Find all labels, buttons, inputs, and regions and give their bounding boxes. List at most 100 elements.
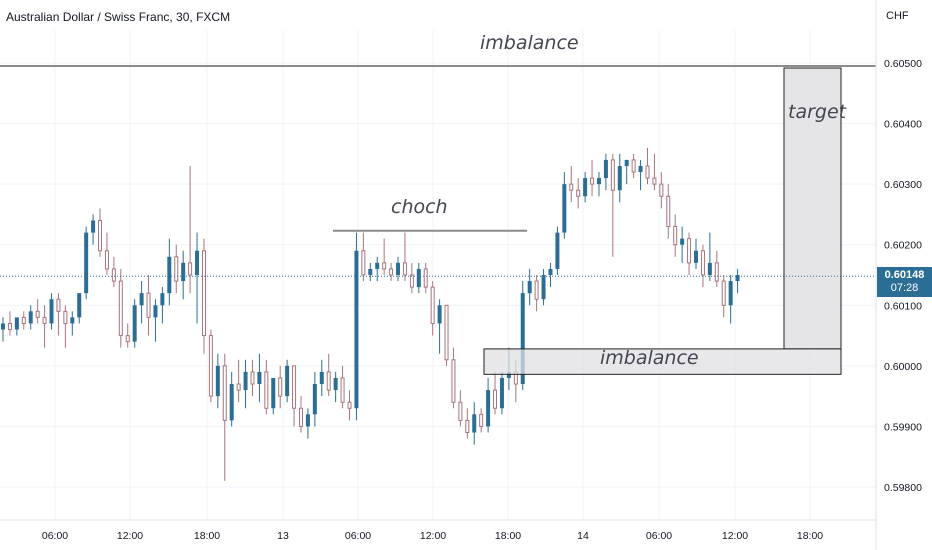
candle-body (333, 377, 338, 391)
candle (527, 268, 532, 306)
candle (721, 274, 726, 318)
candle-body (63, 310, 68, 324)
candle (111, 256, 116, 288)
candle (298, 396, 303, 433)
candle (562, 172, 567, 239)
candle-body (91, 220, 96, 233)
x-tick-label: 12:00 (420, 530, 446, 542)
candle (389, 262, 394, 282)
candle-body (430, 286, 435, 324)
x-tick-label: 06:00 (646, 530, 672, 542)
current-price-value: 0.60148 (884, 269, 925, 281)
candle-body (583, 178, 588, 197)
candle (645, 147, 650, 185)
candle (63, 305, 68, 348)
candle-body (160, 293, 165, 306)
candle-body (652, 177, 657, 185)
candle-body (229, 384, 234, 421)
candle (652, 153, 657, 191)
candle (139, 281, 144, 324)
candle-body (590, 177, 595, 185)
candle-body (215, 365, 220, 397)
candle (603, 153, 608, 191)
candle-body (437, 305, 442, 324)
candle (195, 232, 200, 324)
candle (146, 274, 151, 336)
candle-body (458, 401, 463, 421)
candle-body (472, 414, 477, 433)
candle (707, 232, 712, 282)
candle-body (569, 183, 574, 191)
candle (7, 311, 12, 336)
candle (499, 371, 504, 415)
target-zone-box (783, 67, 842, 350)
candle (486, 377, 491, 433)
candle (659, 172, 664, 209)
candle (541, 268, 546, 306)
candle (437, 299, 442, 354)
y-tick-label: 0.60500 (884, 58, 922, 70)
candle (687, 232, 692, 275)
candle-body (396, 262, 401, 275)
candle-body (465, 419, 470, 433)
candle (319, 359, 324, 397)
candle-body (292, 365, 297, 409)
annotation-target: target (788, 101, 847, 123)
candle (271, 377, 276, 415)
candle-body (28, 311, 33, 324)
x-tick-label: 06:00 (42, 530, 68, 542)
candle (631, 153, 636, 179)
candle-body (14, 317, 19, 330)
candle-body (70, 317, 75, 324)
candle (222, 353, 227, 481)
candle-body (305, 414, 310, 427)
candle (590, 159, 595, 197)
candle (479, 408, 484, 433)
candle-body (354, 250, 359, 409)
candle (728, 274, 733, 324)
chart-grid (0, 30, 876, 520)
candle (56, 293, 61, 336)
candle (21, 311, 26, 330)
x-tick-label: 12:00 (722, 530, 748, 542)
candle-body (118, 280, 123, 337)
candle (382, 238, 387, 275)
candle-body (617, 165, 622, 191)
candle (596, 172, 601, 197)
candle-body (368, 268, 373, 275)
y-tick-label: 0.60000 (884, 361, 922, 373)
candle (77, 293, 82, 324)
candle (444, 304, 449, 366)
candle-body (35, 310, 40, 318)
candle-body (596, 178, 601, 185)
candle (229, 371, 234, 427)
candle-body (285, 365, 290, 397)
candle (1, 317, 5, 342)
candle (340, 365, 345, 409)
candle-body (728, 281, 733, 306)
candle-body (250, 371, 255, 385)
candle-body (735, 274, 740, 282)
candle-body (680, 238, 685, 245)
candle (534, 274, 539, 312)
candle (35, 299, 40, 324)
candle (624, 159, 629, 185)
candle (132, 299, 137, 348)
x-tick-label: 12:00 (117, 530, 143, 542)
candle-body (687, 238, 692, 264)
candle-body (146, 292, 151, 318)
candle (714, 250, 719, 288)
candle (617, 153, 622, 203)
candle-body (603, 159, 608, 179)
candle (215, 353, 220, 409)
y-tick-label: 0.60400 (884, 119, 922, 131)
candle-body (520, 293, 525, 385)
candle (28, 305, 33, 330)
x-tick-label: 18:00 (194, 530, 220, 542)
candle (91, 214, 96, 245)
candle-body (375, 262, 380, 269)
candle-body (49, 299, 54, 324)
chart-overlays (0, 65, 876, 375)
candle-body (402, 262, 407, 276)
